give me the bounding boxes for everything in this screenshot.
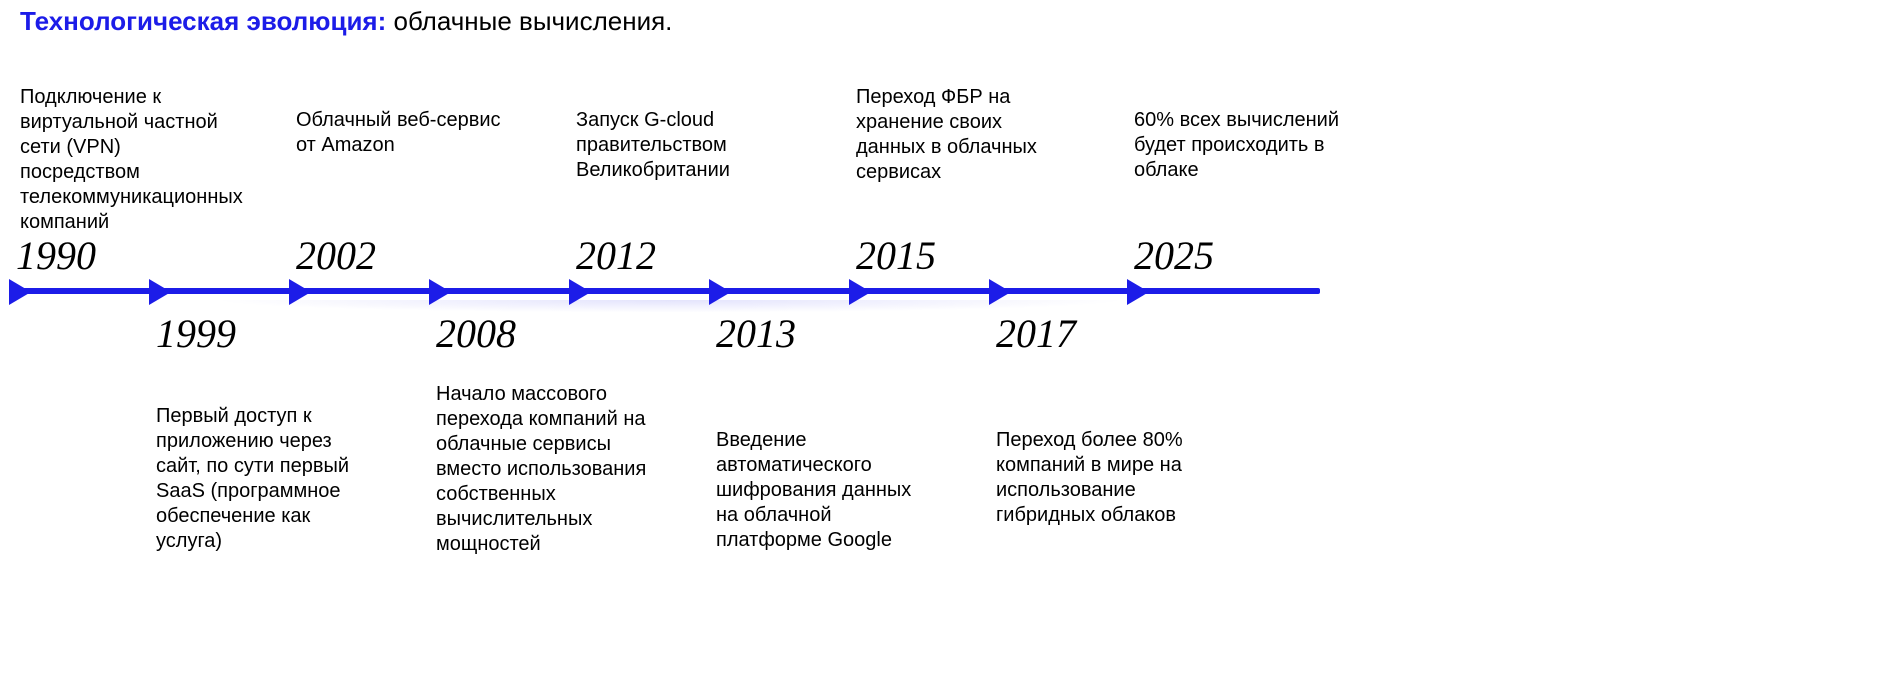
timeline-event-desc: Переход более 80% компаний в мире на исп… bbox=[996, 428, 1216, 528]
title-rest: облачные вычисления. bbox=[386, 6, 672, 36]
timeline-marker bbox=[709, 279, 731, 305]
timeline-marker bbox=[289, 279, 311, 305]
triangle-right-icon bbox=[289, 279, 311, 305]
timeline-marker bbox=[429, 279, 451, 305]
timeline-year: 1990 bbox=[16, 232, 96, 279]
timeline-marker bbox=[849, 279, 871, 305]
timeline-event-desc: Переход ФБР на хранение своих данных в о… bbox=[856, 85, 1076, 185]
timeline-marker bbox=[989, 279, 1011, 305]
timeline-marker bbox=[9, 279, 31, 305]
timeline-year: 2015 bbox=[856, 232, 936, 279]
timeline-year: 1999 bbox=[156, 310, 236, 357]
timeline-event-desc: Введение автоматического шифрования данн… bbox=[716, 428, 936, 553]
triangle-right-icon bbox=[149, 279, 171, 305]
title-strong: Технологическая эволюция: bbox=[20, 6, 386, 36]
timeline-marker bbox=[569, 279, 591, 305]
timeline-marker bbox=[1127, 279, 1149, 305]
triangle-right-icon bbox=[989, 279, 1011, 305]
timeline-event-desc: Подключение к виртуальной частной сети (… bbox=[20, 85, 240, 235]
triangle-right-icon bbox=[849, 279, 871, 305]
triangle-right-icon bbox=[1127, 279, 1149, 305]
triangle-right-icon bbox=[429, 279, 451, 305]
timeline-event-desc: Облачный веб-сервис от Amazon bbox=[296, 108, 516, 158]
timeline-year: 2002 bbox=[296, 232, 376, 279]
timeline-year: 2008 bbox=[436, 310, 516, 357]
timeline-year: 2012 bbox=[576, 232, 656, 279]
triangle-right-icon bbox=[569, 279, 591, 305]
timeline-event-desc: 60% всех вычислений будет происходить в … bbox=[1134, 108, 1354, 183]
timeline-infographic: Технологическая эволюция: облачные вычис… bbox=[0, 0, 1900, 686]
timeline-year: 2013 bbox=[716, 310, 796, 357]
timeline-event-desc: Первый доступ к приложению через сайт, п… bbox=[156, 404, 376, 554]
page-title: Технологическая эволюция: облачные вычис… bbox=[20, 6, 672, 37]
triangle-right-icon bbox=[9, 279, 31, 305]
timeline-year: 2017 bbox=[996, 310, 1076, 357]
timeline-event-desc: Запуск G-cloud правительством Великобрит… bbox=[576, 108, 796, 183]
timeline-event-desc: Начало массового перехода компаний на об… bbox=[436, 382, 656, 557]
triangle-right-icon bbox=[709, 279, 731, 305]
timeline-marker bbox=[149, 279, 171, 305]
timeline-line bbox=[20, 288, 1320, 294]
timeline-year: 2025 bbox=[1134, 232, 1214, 279]
